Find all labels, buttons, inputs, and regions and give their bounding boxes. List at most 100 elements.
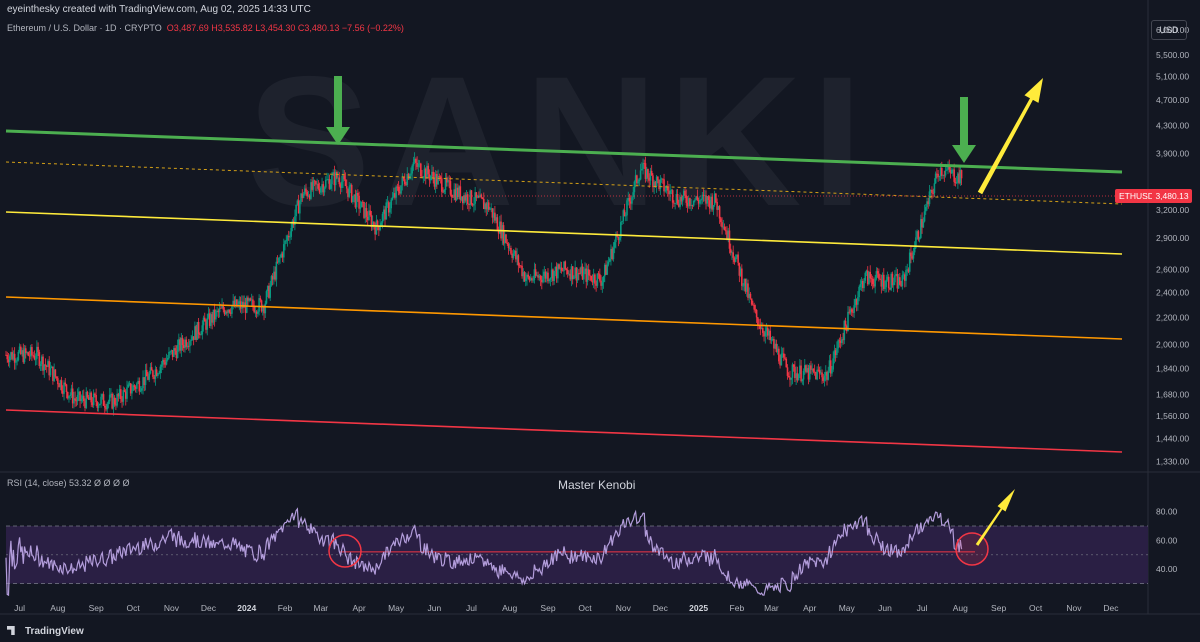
candle-body xyxy=(571,266,574,280)
candle-body xyxy=(497,229,500,234)
candle-body xyxy=(222,305,225,310)
candle-body xyxy=(76,394,79,402)
candle-body xyxy=(748,293,751,298)
time-tick-label: Nov xyxy=(1066,603,1082,613)
time-tick-label: 2024 xyxy=(237,603,256,613)
candle-body xyxy=(754,309,757,311)
candle-body xyxy=(790,377,793,380)
candle-body xyxy=(413,159,416,163)
candle-body xyxy=(548,279,551,282)
candle-body xyxy=(181,337,184,346)
candle-body xyxy=(816,369,818,380)
candle-body xyxy=(316,183,318,185)
candle-body xyxy=(197,322,200,335)
candle-body xyxy=(897,277,900,289)
candle-body xyxy=(80,399,83,401)
candle-body xyxy=(891,273,894,286)
candle-body xyxy=(73,398,75,404)
candle-body xyxy=(82,395,85,402)
candle-body xyxy=(670,190,673,191)
candle-body xyxy=(92,393,95,406)
candle-body xyxy=(53,369,55,381)
candle-body xyxy=(422,177,425,179)
candle-body xyxy=(681,196,684,202)
candle-body xyxy=(339,184,342,188)
candle-body xyxy=(832,358,834,370)
candle-body xyxy=(223,309,226,315)
price-tick-label: 2,900.00 xyxy=(1156,233,1189,243)
price-tick-label: 1,840.00 xyxy=(1156,364,1189,374)
candle-body xyxy=(801,379,804,382)
candle-body xyxy=(584,268,586,272)
candle-body xyxy=(332,172,334,176)
candle-body xyxy=(943,174,946,176)
candle-body xyxy=(496,217,499,230)
candle-body xyxy=(227,309,230,313)
candle-body xyxy=(38,352,41,367)
candle-body xyxy=(39,364,42,367)
time-tick-label: Mar xyxy=(314,603,329,613)
candle-body xyxy=(691,205,694,206)
candle-body xyxy=(718,206,721,219)
candle-body xyxy=(581,266,584,280)
candle-body xyxy=(144,369,147,386)
candle-body xyxy=(391,197,394,200)
candle-body xyxy=(103,405,106,408)
candle-body xyxy=(724,230,727,232)
watermark-text: SANKI xyxy=(247,39,873,245)
candle-body xyxy=(187,345,190,347)
candle-body xyxy=(608,258,611,262)
candle-body xyxy=(552,269,554,282)
candle-body xyxy=(534,269,537,276)
candle-body xyxy=(75,400,78,402)
candle-body xyxy=(733,257,736,262)
candle-body xyxy=(596,273,599,286)
candle-body xyxy=(611,248,613,260)
candle-body xyxy=(936,173,938,175)
candle-body xyxy=(806,368,809,373)
candle-body xyxy=(337,177,339,179)
candle-body xyxy=(779,361,781,366)
candle-body xyxy=(512,253,515,258)
time-tick-label: Jul xyxy=(917,603,928,613)
candle-body xyxy=(708,200,711,209)
candle-body xyxy=(481,197,484,199)
candle-body xyxy=(213,309,216,320)
candle-body xyxy=(221,305,223,308)
candle-body xyxy=(549,278,552,280)
candle-body xyxy=(652,175,654,188)
candle-body xyxy=(118,389,121,397)
candle-body xyxy=(734,257,737,262)
candle-body xyxy=(418,163,421,165)
candle-body xyxy=(239,301,242,309)
candle-body xyxy=(192,336,195,340)
candle-body xyxy=(731,252,733,254)
candle-body xyxy=(831,369,833,374)
time-tick-label: Aug xyxy=(502,603,517,613)
candle-body xyxy=(775,343,778,352)
candle-body xyxy=(811,368,813,370)
candle-body xyxy=(108,394,111,402)
candle-body xyxy=(721,222,723,228)
candle-body xyxy=(649,170,652,181)
candle-body xyxy=(868,271,870,285)
candle-body xyxy=(368,210,370,221)
candle-body xyxy=(290,228,292,237)
candle-body xyxy=(34,358,37,360)
candle-body xyxy=(739,268,742,276)
candle-body xyxy=(628,198,631,202)
candle-body xyxy=(636,175,638,184)
candle-body xyxy=(660,178,663,180)
indicator-title: Master Kenobi xyxy=(558,478,636,492)
currency-button[interactable]: USD xyxy=(1151,20,1187,40)
tradingview-brand[interactable]: TradingView xyxy=(7,626,84,637)
candle-body xyxy=(686,202,689,207)
candle-body xyxy=(171,349,174,357)
candle-body xyxy=(189,340,191,347)
candle-body xyxy=(513,250,516,254)
candle-body xyxy=(834,350,837,356)
candle-body xyxy=(569,273,572,280)
candle-body xyxy=(654,181,657,187)
candle-body xyxy=(547,272,549,282)
